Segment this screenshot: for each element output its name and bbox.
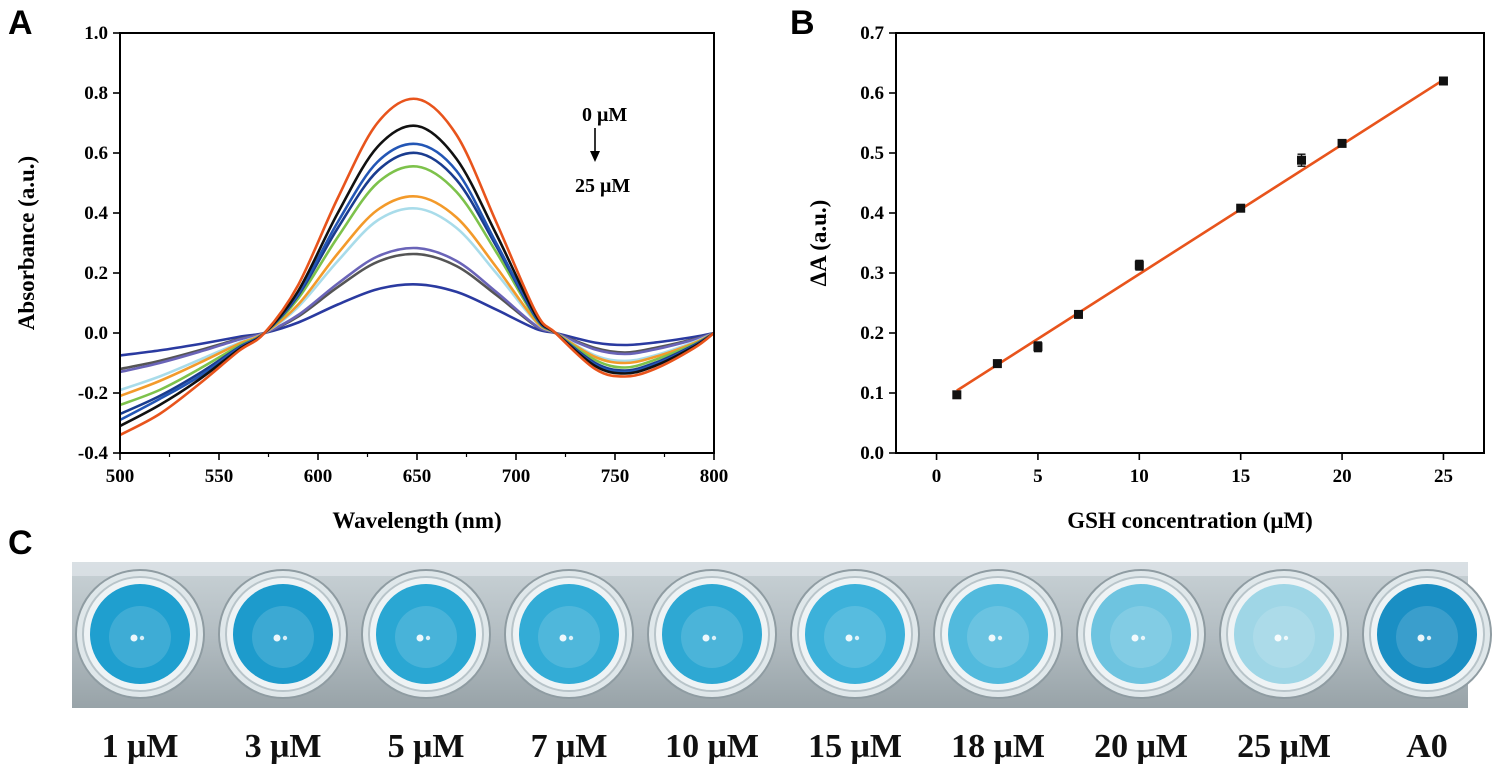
well-label-row: 1 μM 3 μM 5 μM 7 μM 10 μM 15 μM 18 μM 20 μM 25 μ… xyxy=(102,728,1448,765)
well-label: 3 μM xyxy=(245,728,322,765)
panel-a-y-tick-label: 0.8 xyxy=(84,83,108,104)
well-label: 10 μM xyxy=(665,728,759,765)
panel-b-x-ticks: 0 5 10 15 20 25 xyxy=(932,453,1453,487)
panel-a-y-tick-label: 1.0 xyxy=(84,23,108,44)
data-point xyxy=(1297,155,1307,165)
panel-b-y-tick-label: 0.1 xyxy=(860,383,884,404)
panel-b-y-tick-label: 0.6 xyxy=(860,83,884,104)
legend-end-label: 25 μM xyxy=(575,175,630,197)
well-6 xyxy=(790,569,920,699)
spectrum-line-10m xyxy=(119,195,715,398)
well-row xyxy=(75,569,1492,699)
legend-arrow-head xyxy=(590,151,600,162)
well-label: 15 μM xyxy=(808,728,902,765)
well-4 xyxy=(504,569,634,699)
panel-b-y-tick-label: 0.4 xyxy=(860,203,884,224)
panel-a-x-tick-label: 750 xyxy=(601,466,630,487)
data-point xyxy=(1337,138,1347,148)
well-label: 1 μM xyxy=(102,728,179,765)
panel-b-y-tick-label: 0.5 xyxy=(860,143,884,164)
panel-a-y-ticks: -0.4 -0.2 0.0 0.2 0.4 0.6 0.8 1.0 xyxy=(78,23,120,464)
spectrum-line-0m xyxy=(119,97,715,437)
panel-b-letter: B xyxy=(790,4,815,42)
well-9 xyxy=(1219,569,1349,699)
panel-b-x-tick-label: 15 xyxy=(1231,466,1250,487)
panel-a-x-ticks: 500 550 600 650 700 750 800 xyxy=(106,453,729,487)
spectrum-line-20m xyxy=(119,252,715,371)
data-point xyxy=(1236,203,1246,213)
panel-b-x-axis-title: GSH concentration (μM) xyxy=(1067,508,1313,533)
data-point xyxy=(1033,342,1043,352)
panel-b-x-tick-label: 25 xyxy=(1434,466,1453,487)
panel-b-y-tick-label: 0.3 xyxy=(860,263,884,284)
panel-b-y-ticks: 0.0 0.1 0.2 0.3 0.4 0.5 0.6 0.7 xyxy=(860,23,896,464)
panel-a-y-tick-label: 0.2 xyxy=(84,263,108,284)
panel-a-letter: A xyxy=(8,4,33,42)
panel-b-plot-area xyxy=(952,76,1448,400)
panel-a-frame xyxy=(119,32,715,454)
panel-b-y-tick-label: 0.0 xyxy=(860,443,884,464)
well-5 xyxy=(647,569,777,699)
panel-a-x-axis-title: Wavelength (nm) xyxy=(332,508,501,533)
well-label: 5 μM xyxy=(388,728,465,765)
panel-a-y-tick-label: 0.0 xyxy=(84,323,108,344)
legend-start-label: 0 μM xyxy=(582,104,627,126)
well-10 xyxy=(1362,569,1492,699)
panel-a-y-tick-label: 0.6 xyxy=(84,143,108,164)
well-label: 18 μM xyxy=(951,728,1045,765)
panel-a-x-tick-label: 800 xyxy=(700,466,729,487)
panel-b-y-axis-title: ΔA (a.u.) xyxy=(806,200,831,287)
well-8 xyxy=(1076,569,1206,699)
panel-a: A 500 550 600 650 700 750 800 -0.4 -0.2 0.0 0.2 0.… xyxy=(8,4,728,533)
well-label: A0 xyxy=(1406,728,1448,765)
well-3 xyxy=(361,569,491,699)
spectrum-line-18m xyxy=(119,246,715,374)
panel-a-x-tick-label: 550 xyxy=(205,466,234,487)
well-1 xyxy=(75,569,205,699)
panel-a-y-tick-label: -0.2 xyxy=(78,383,108,404)
panel-a-x-tick-label: 700 xyxy=(502,466,531,487)
data-point xyxy=(1134,260,1144,270)
data-point xyxy=(1073,309,1083,319)
panel-b-x-tick-label: 10 xyxy=(1130,466,1149,487)
well-2 xyxy=(218,569,348,699)
data-point xyxy=(1438,76,1448,86)
panel-b-y-tick-label: 0.2 xyxy=(860,323,884,344)
data-point xyxy=(992,359,1002,369)
panel-b-x-tick-label: 20 xyxy=(1333,466,1352,487)
panel-b-x-tick-label: 0 xyxy=(932,466,942,487)
spectrum-line-1m xyxy=(119,124,715,428)
spectrum-line-25m xyxy=(119,283,715,357)
panel-a-y-axis-title: Absorbance (a.u.) xyxy=(14,156,39,330)
panel-a-y-tick-label: -0.4 xyxy=(78,443,109,464)
well-label: 25 μM xyxy=(1237,728,1331,765)
panel-a-x-tick-label: 500 xyxy=(106,466,135,487)
panel-a-x-tick-label: 600 xyxy=(304,466,333,487)
panel-b-frame xyxy=(895,32,1485,454)
data-point xyxy=(952,390,962,400)
panel-a-plot-area xyxy=(119,97,715,437)
well-label: 7 μM xyxy=(531,728,608,765)
panel-b: B 0 5 10 15 20 25 0.0 0.1 0.2 0.3 0.4 0.5 0.6 0.7 GS… xyxy=(790,4,1485,533)
well-label: 20 μM xyxy=(1094,728,1188,765)
panel-b-y-tick-label: 0.7 xyxy=(860,23,884,44)
well-7 xyxy=(933,569,1063,699)
panel-c-letter: C xyxy=(8,524,33,562)
panel-a-y-tick-label: 0.4 xyxy=(84,203,108,224)
panel-b-x-tick-label: 5 xyxy=(1033,466,1043,487)
panel-c: C 1 μM 3 μM 5 μM 7 μM 10 μM 15 μM 18 μM 20 μM 25… xyxy=(8,524,1492,765)
linear-fit-line xyxy=(956,78,1445,392)
panel-a-x-tick-label: 650 xyxy=(403,466,432,487)
